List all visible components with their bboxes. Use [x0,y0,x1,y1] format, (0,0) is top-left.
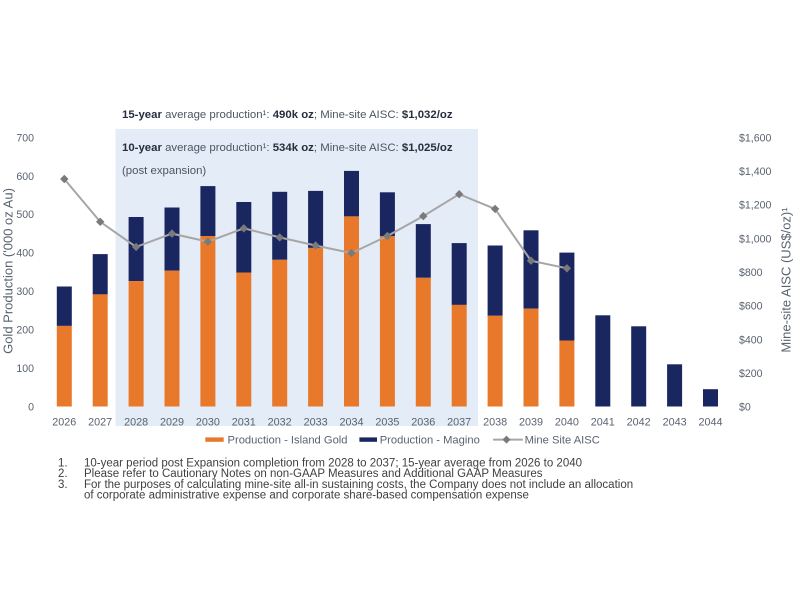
svg-text:$400: $400 [739,334,763,346]
svg-text:3.: 3. [58,479,68,491]
svg-text:2032: 2032 [268,416,292,428]
svg-text:400: 400 [16,248,34,260]
svg-text:$0: $0 [739,402,751,414]
svg-text:Mine Site AISC: Mine Site AISC [525,435,600,447]
svg-text:2041: 2041 [591,416,615,428]
svg-text:2026: 2026 [52,416,76,428]
svg-text:2027: 2027 [88,416,112,428]
svg-text:2030: 2030 [196,416,220,428]
svg-text:2033: 2033 [304,416,328,428]
svg-text:10-year period post Expansion: 10-year period post Expansion completion… [84,457,582,469]
svg-text:2029: 2029 [160,416,184,428]
svg-text:Production - Island Gold: Production - Island Gold [228,435,348,447]
svg-text:of corporate administrative ex: of corporate administrative expense and … [84,490,529,502]
svg-text:$1,000: $1,000 [739,233,772,245]
svg-text:$1,200: $1,200 [739,200,772,212]
svg-text:15-year average production¹: 4: 15-year average production¹: 490k oz; Mi… [122,109,453,121]
svg-text:$1,600: $1,600 [739,132,772,144]
svg-text:700: 700 [16,132,34,144]
svg-text:100: 100 [16,363,34,375]
svg-text:Please refer to Cautionary Not: Please refer to Cautionary Notes on non-… [84,468,543,480]
svg-text:2031: 2031 [232,416,256,428]
svg-text:600: 600 [16,171,34,183]
svg-text:2044: 2044 [698,416,722,428]
svg-text:500: 500 [16,209,34,221]
svg-text:200: 200 [16,325,34,337]
svg-text:Mine-site AISC (US$/oz)¹: Mine-site AISC (US$/oz)¹ [779,207,794,353]
svg-text:2038: 2038 [483,416,507,428]
svg-text:Gold Production ('000 oz Au): Gold Production ('000 oz Au) [1,188,16,354]
svg-text:2037: 2037 [447,416,471,428]
svg-text:2.: 2. [58,468,68,480]
svg-text:Production - Magino: Production - Magino [380,435,480,447]
svg-text:$600: $600 [739,301,763,313]
svg-text:2042: 2042 [627,416,651,428]
svg-text:For the purposes of calculatin: For the purposes of calculating mine-sit… [84,479,633,491]
svg-text:0: 0 [28,402,34,414]
svg-text:2034: 2034 [339,416,363,428]
svg-text:10-year average production¹: 5: 10-year average production¹: 534k oz; Mi… [122,142,453,154]
svg-text:$200: $200 [739,368,763,380]
svg-text:2040: 2040 [555,416,579,428]
svg-text:$1,400: $1,400 [739,166,772,178]
svg-text:2036: 2036 [411,416,435,428]
svg-text:2039: 2039 [519,416,543,428]
svg-text:2035: 2035 [375,416,399,428]
svg-text:$800: $800 [739,267,763,279]
svg-text:300: 300 [16,286,34,298]
svg-text:1.: 1. [58,457,68,469]
svg-text:(post expansion): (post expansion) [122,165,206,177]
svg-text:2028: 2028 [124,416,148,428]
svg-text:2043: 2043 [663,416,687,428]
